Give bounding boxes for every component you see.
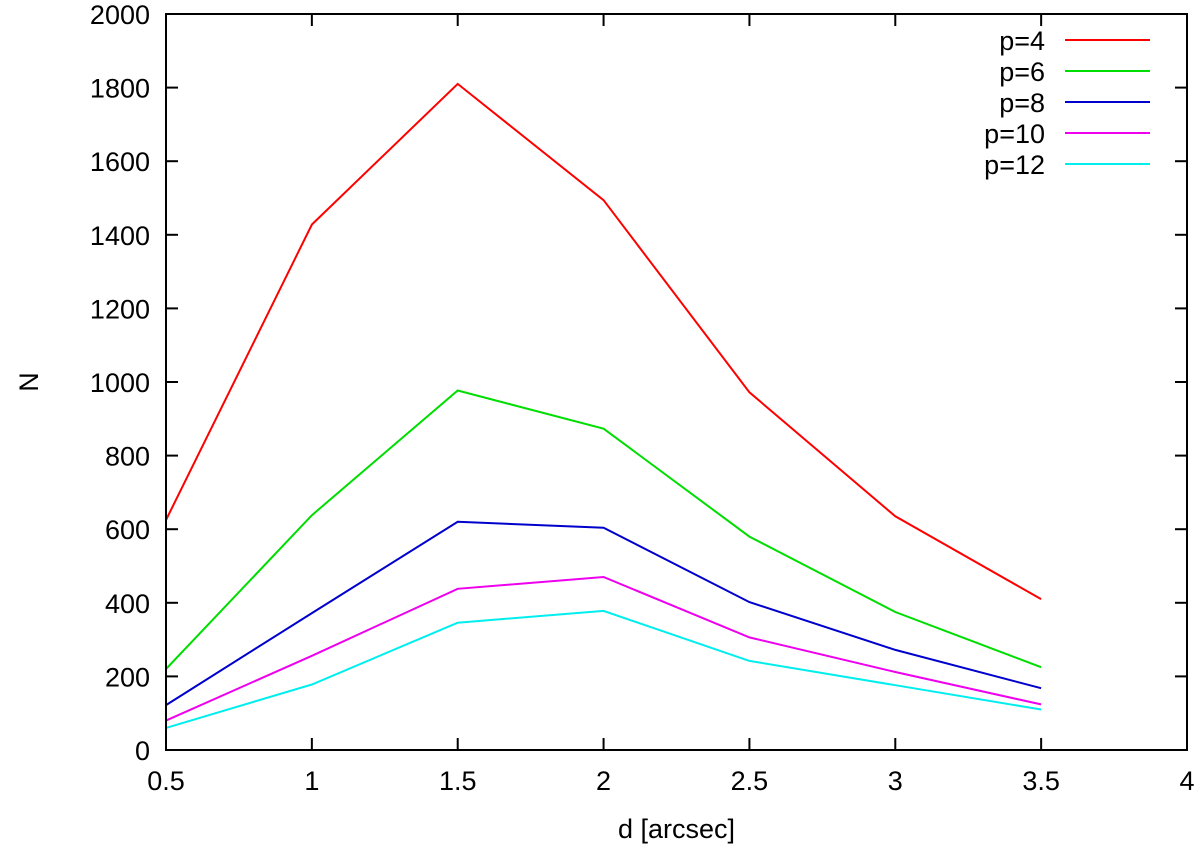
- y-tick-label: 1800: [90, 74, 150, 104]
- series-line-p-12: [165, 609, 1042, 729]
- y-tick-label: 600: [105, 515, 150, 545]
- x-tick-label: 1: [304, 766, 319, 796]
- legend-label: p=12: [984, 150, 1045, 180]
- x-axis-title: d [arcsec]: [618, 814, 735, 844]
- y-tick-label: 200: [105, 662, 150, 692]
- y-axis-title: N: [14, 372, 44, 392]
- legend-label: p=6: [999, 57, 1045, 87]
- x-tick-label: 4: [1179, 766, 1194, 796]
- x-tick-label: 1.5: [439, 766, 477, 796]
- legend-label: p=8: [999, 88, 1045, 118]
- series-line-p-8: [165, 520, 1042, 706]
- x-tick-label: 3: [888, 766, 903, 796]
- y-tick-label: 2000: [90, 0, 150, 30]
- series-line-p-10: [165, 575, 1042, 722]
- y-tick-label: 1000: [90, 368, 150, 398]
- legend-label: p=4: [999, 26, 1045, 56]
- x-tick-label: 3.5: [1022, 766, 1060, 796]
- y-tick-label: 1600: [90, 147, 150, 177]
- x-tick-label: 2: [596, 766, 611, 796]
- legend: p=4p=6p=8p=10p=12: [984, 26, 1150, 180]
- series-line-p-6: [165, 389, 1042, 670]
- x-tick-label: 2.5: [731, 766, 769, 796]
- y-tick-label: 1400: [90, 221, 150, 251]
- y-tick-label: 800: [105, 442, 150, 472]
- axis-ticks: 0.5 1 1.5 2 2.5 3 3.5 4 0 200 400 600 800 1000 1200 140…: [90, 0, 1195, 796]
- x-tick-label: 0.5: [147, 766, 185, 796]
- plot-frame: [165, 13, 1188, 751]
- y-tick-label: 1200: [90, 294, 150, 324]
- y-tick-label: 0: [135, 736, 150, 766]
- series-layer: [165, 82, 1042, 729]
- legend-label: p=10: [984, 119, 1045, 149]
- y-tick-label: 400: [105, 589, 150, 619]
- series-line-p-4: [165, 82, 1042, 600]
